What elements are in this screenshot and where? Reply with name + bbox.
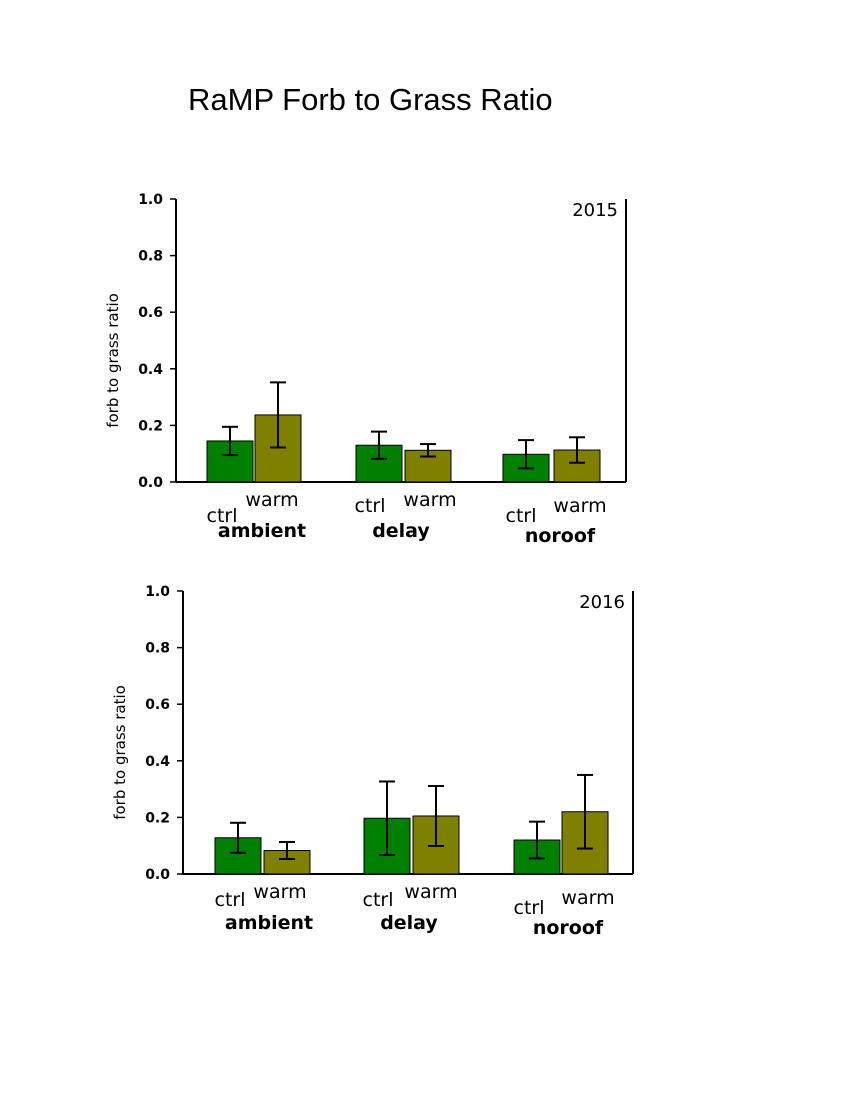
group-label-ambient: ambient [218, 520, 306, 542]
y-axis-label: forb to grass ratio [111, 685, 129, 820]
series-label-ctrl: ctrl [363, 889, 394, 911]
y-tick-label: 1.0 [138, 192, 163, 208]
series-label-warm: warm [403, 489, 456, 511]
series-label-warm: warm [245, 489, 298, 511]
series-label-warm: warm [404, 881, 457, 903]
group-label-delay: delay [372, 520, 430, 542]
page-title: RaMP Forb to Grass Ratio [188, 82, 553, 117]
series-label-warm: warm [561, 887, 614, 909]
series-label-ctrl: ctrl [215, 889, 246, 911]
series-label-warm: warm [553, 495, 606, 517]
y-tick-label: 0.0 [145, 867, 170, 883]
y-tick-label: 0.6 [145, 697, 170, 713]
y-tick-label: 0.8 [145, 641, 170, 657]
y-axis-label: forb to grass ratio [104, 293, 122, 428]
chart-2015: 0.0 0.2 0.4 0.6 0.8 1.0 forb to grass ratio 201… [104, 192, 627, 547]
y-tick-label: 0.2 [138, 418, 163, 434]
y-tick-label: 0.0 [138, 475, 163, 491]
y-tick-label: 0.8 [138, 249, 163, 265]
y-tick-label: 0.4 [145, 754, 170, 770]
group-label-ambient: ambient [225, 912, 313, 934]
group-label-noroof: noroof [533, 917, 604, 939]
group-label-delay: delay [380, 912, 438, 934]
series-label-ctrl: ctrl [506, 505, 537, 527]
series-label-ctrl: ctrl [514, 897, 545, 919]
year-label: 2016 [579, 592, 625, 613]
y-tick-label: 1.0 [145, 584, 170, 600]
year-label: 2015 [572, 200, 618, 221]
y-tick-label: 0.6 [138, 305, 163, 321]
series-label-warm: warm [253, 881, 306, 903]
series-label-ctrl: ctrl [355, 495, 386, 517]
chart-2016: 0.0 0.2 0.4 0.6 0.8 1.0 forb to grass ratio 201… [111, 584, 634, 939]
y-tick-label: 0.4 [138, 362, 163, 378]
group-label-noroof: noroof [525, 525, 596, 547]
y-tick-label: 0.2 [145, 810, 170, 826]
series-label-ctrl: ctrl [207, 505, 238, 527]
